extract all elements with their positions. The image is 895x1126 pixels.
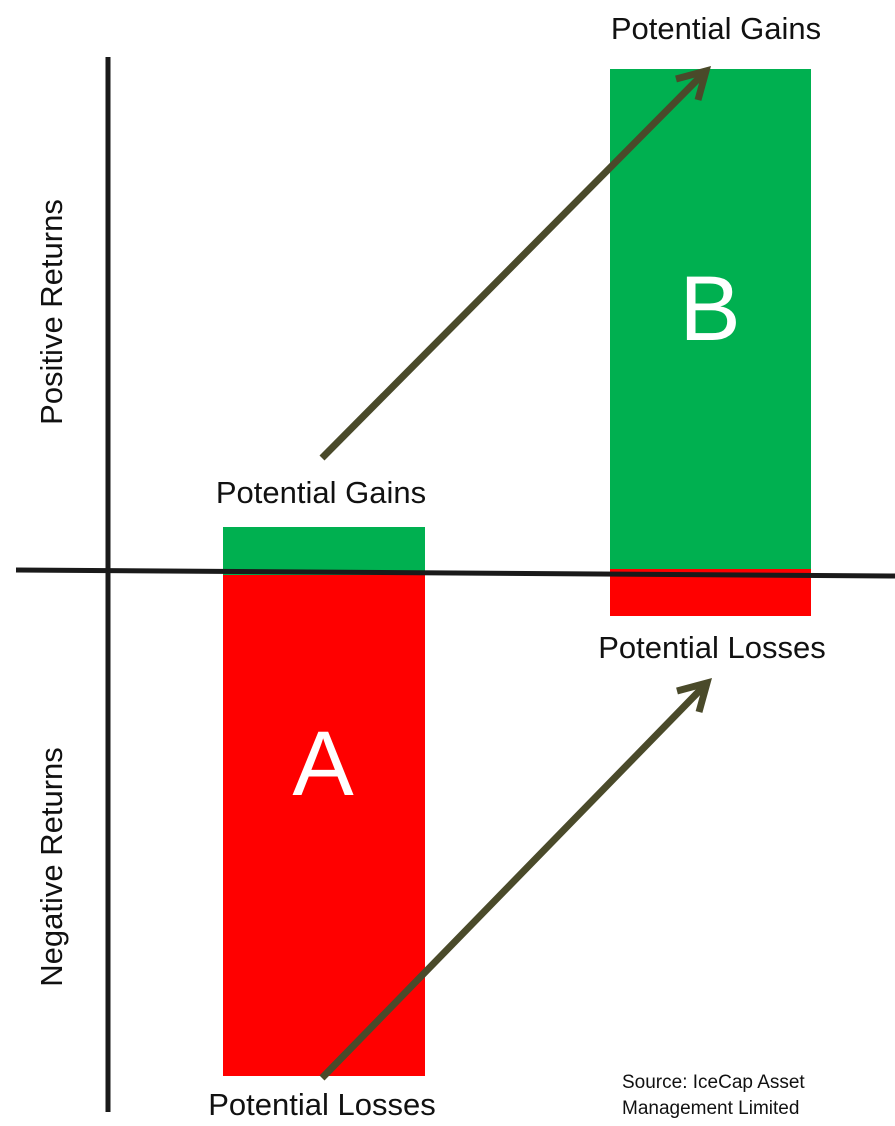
bar-b-gains [610,69,811,569]
arrow-losses [319,678,712,1081]
bar-a-losses [223,575,425,1076]
bar-b-letter: B [679,258,740,360]
horizontal-axis [15,567,895,579]
source-line-1: Source: IceCap Asset [622,1072,805,1093]
positive-returns-label: Positive Returns [34,199,69,425]
source-line-2: Management Limited [622,1098,799,1119]
negative-returns-label: Negative Returns [34,747,69,987]
bar-a-gains-label: Potential Gains [216,475,426,510]
bar-a-losses-label: Potential Losses [208,1087,435,1122]
bar-b-gains-label: Potential Gains [611,11,821,46]
bar-a-letter: A [292,713,354,815]
bar-a-gains [223,527,425,575]
arrow-gains [319,66,711,461]
bar-b-losses-label: Potential Losses [598,630,825,665]
